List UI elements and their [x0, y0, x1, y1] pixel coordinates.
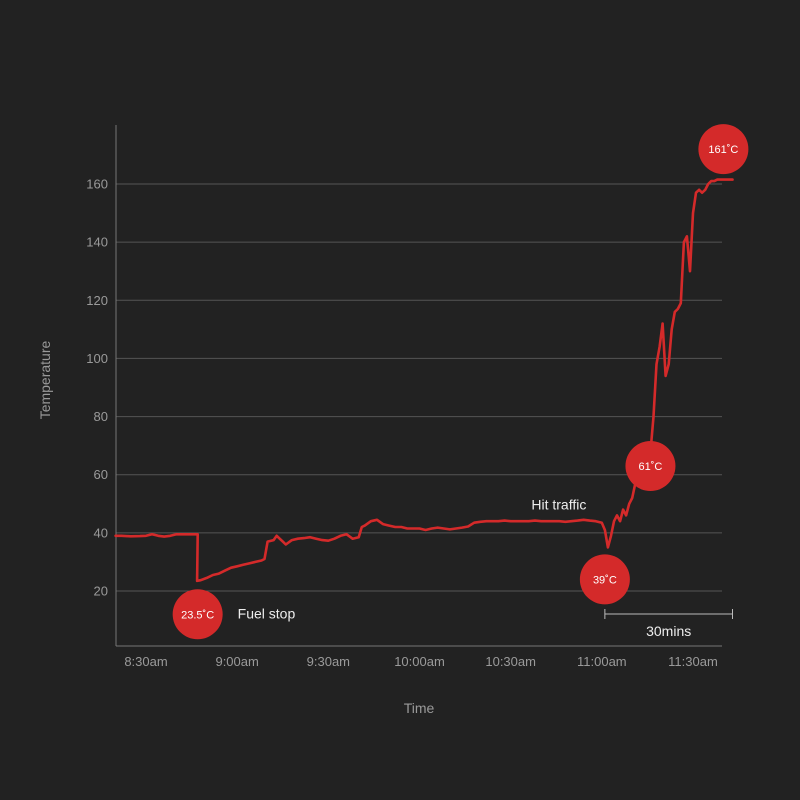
- y-tick-label: 140: [86, 235, 108, 250]
- x-tick-label: 10:30am: [485, 654, 536, 669]
- scale-bar-30mins: 30mins: [604, 609, 734, 639]
- annotation-0: 23.5˚C Fuel stop: [172, 589, 296, 640]
- y-tick-label: 60: [94, 467, 108, 482]
- scale-bar-label: 30mins: [646, 623, 691, 639]
- x-tick-label: 8:30am: [124, 654, 167, 669]
- annotation-badge: [625, 440, 676, 491]
- annotation-badge: [172, 589, 223, 640]
- x-tick-label: 9:30am: [307, 654, 350, 669]
- x-tick-label: 9:00am: [215, 654, 258, 669]
- grid-layer: [116, 183, 722, 592]
- annotation-badge-text: 61˚C: [639, 461, 663, 473]
- temperature-line: [114, 178, 734, 583]
- annotation-1: 39˚C Hit traffic: [531, 496, 630, 605]
- x-tick-labels: 8:30am 9:00am 9:30am 10:00am 10:30am 11:00am 1…: [124, 654, 718, 669]
- annotation-badge: [579, 554, 630, 605]
- y-tick-label: 20: [94, 584, 108, 599]
- annotation-badge-text: 39˚C: [593, 574, 617, 586]
- axis-layer: [115, 125, 722, 647]
- y-tick-label: 100: [86, 351, 108, 366]
- y-tick-label: 120: [86, 293, 108, 308]
- annotation-badge: [698, 124, 749, 175]
- annotation-label: Fuel stop: [238, 605, 296, 621]
- y-tick-label: 80: [94, 409, 108, 424]
- annotation-badge-text: 161˚C: [708, 144, 738, 156]
- annotation-label: Hit traffic: [531, 496, 586, 512]
- y-axis-title: Temperature: [37, 340, 53, 419]
- x-tick-label: 10:00am: [394, 654, 445, 669]
- annotation-2: 61˚C: [625, 440, 676, 491]
- x-axis-title: Time: [404, 700, 435, 716]
- y-tick-label: 160: [86, 177, 108, 192]
- x-tick-label: 11:30am: [668, 654, 718, 669]
- y-tick-label: 40: [94, 525, 108, 540]
- y-tick-labels: 20 40 60 80 100 120 140 160: [86, 177, 108, 599]
- annotation-layer: 23.5˚C Fuel stop 39˚C Hit traffic 61˚C 161˚C: [172, 124, 749, 640]
- annotation-3: 161˚C: [698, 124, 749, 175]
- x-tick-label: 11:00am: [577, 654, 627, 669]
- annotation-badge-text: 23.5˚C: [181, 609, 214, 621]
